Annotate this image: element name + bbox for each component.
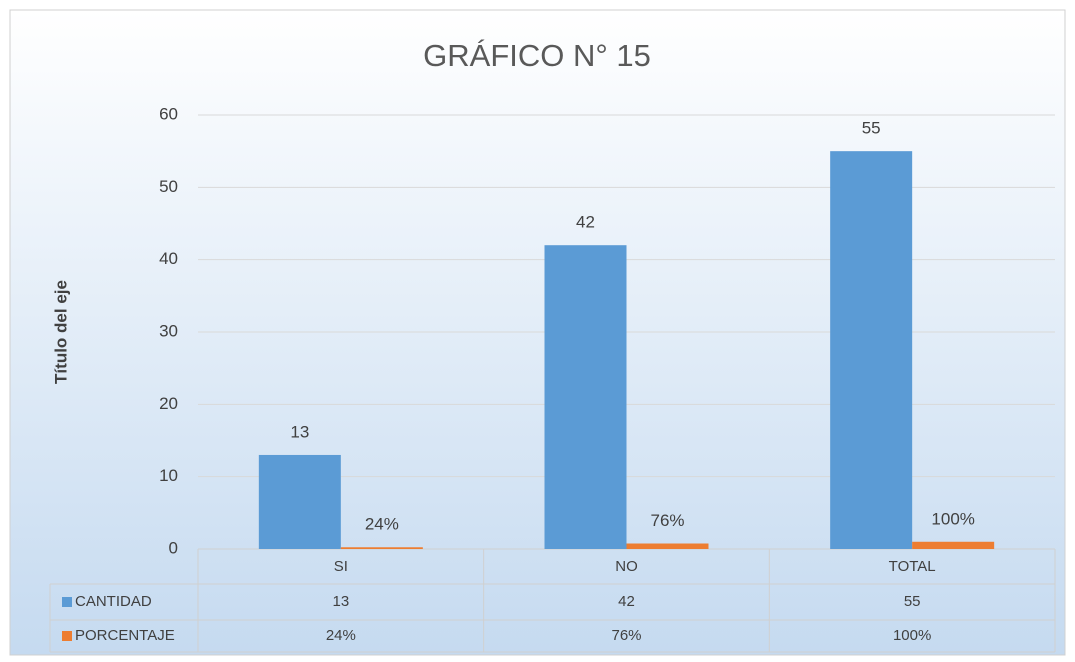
y-tick-label: 40 (159, 249, 178, 268)
y-tick-label: 60 (159, 104, 178, 123)
bar (830, 151, 913, 549)
data-label: 24% (365, 515, 399, 534)
legend-label: PORCENTAJE (75, 627, 175, 644)
x-tick-label: SI (334, 558, 348, 575)
y-tick-label: 50 (159, 177, 178, 196)
bar (544, 245, 627, 549)
table-cell: 24% (326, 627, 356, 644)
x-tick-label: NO (615, 558, 638, 575)
y-tick-label: 0 (169, 538, 178, 557)
y-tick-label: 20 (159, 394, 178, 413)
x-tick-label: TOTAL (889, 558, 936, 575)
table-cell: 13 (332, 593, 349, 610)
y-tick-label: 10 (159, 466, 178, 485)
table-cell: 100% (893, 627, 931, 644)
y-tick-label: 30 (159, 321, 178, 340)
legend-swatch (62, 597, 72, 607)
chart-title: GRÁFICO N° 15 (423, 38, 651, 73)
data-label: 42 (576, 213, 595, 232)
data-label: 76% (650, 511, 684, 530)
legend-swatch (62, 631, 72, 641)
bar (340, 547, 423, 549)
bar (626, 543, 709, 549)
data-label: 100% (931, 509, 974, 528)
bar (912, 541, 995, 549)
table-cell: 76% (611, 627, 641, 644)
y-axis-title: Título del eje (51, 280, 70, 384)
data-label: 55 (862, 119, 881, 138)
table-cell: 42 (618, 593, 635, 610)
table-cell: 55 (904, 593, 921, 610)
data-label: 13 (290, 422, 309, 441)
bar (258, 454, 341, 549)
legend-label: CANTIDAD (75, 593, 152, 610)
